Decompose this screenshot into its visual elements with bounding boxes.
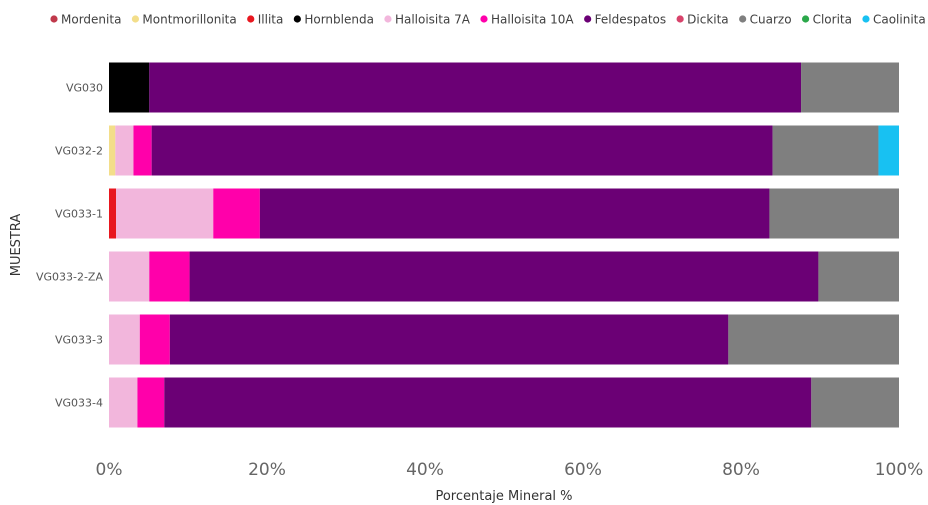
bar-segment-vg033-4-halloisita-7a[interactable] <box>109 377 138 428</box>
bar-segment-vg033-1-halloisita-10a[interactable] <box>213 188 260 239</box>
x-tick-label-100: 100% <box>875 460 924 480</box>
legend-marker-montmorillonita <box>131 15 140 23</box>
y-axis-title: MUESTRA <box>9 214 24 277</box>
bar-segment-vg033-2-za-cuarzo[interactable] <box>818 251 899 302</box>
legend-label-hornblenda: Hornblenda <box>304 13 374 27</box>
bar-row-vg033-3 <box>109 314 899 365</box>
legend-item-hornblenda[interactable]: Hornblenda <box>293 13 374 27</box>
bar-segment-vg033-2-za-feldespatos[interactable] <box>189 251 819 302</box>
legend-label-mordenita: Mordenita <box>61 13 121 27</box>
legend-item-mordenita[interactable]: Mordenita <box>50 13 121 27</box>
x-tick-label-60: 60% <box>564 460 602 480</box>
legend-item-halloisita-7a[interactable]: Halloisita 7A <box>384 13 471 27</box>
bar-row-vg033-2-za <box>109 251 899 302</box>
legend-marker-cuarzo <box>739 15 747 23</box>
bar-segment-vg033-1-feldespatos[interactable] <box>259 188 770 239</box>
legend-marker-halloisita-7a <box>384 15 392 23</box>
legend-label-feldespatos: Feldespatos <box>595 13 666 27</box>
y-axis-category-labels: VG030 VG032-2 VG033-1 VG033-2-ZA VG033-3 VG03… <box>36 82 104 410</box>
legend-item-illita[interactable]: Illita <box>247 13 283 27</box>
bar-segment-vg033-4-feldespatos[interactable] <box>164 377 812 428</box>
bar-row-vg030 <box>109 62 899 113</box>
legend-marker-mordenita <box>50 15 58 23</box>
legend-marker-hornblenda <box>293 15 301 23</box>
bar-row-vg033-4 <box>109 377 899 428</box>
legend: Mordenita Montmorillonita Illita Hornblenda… <box>50 13 926 27</box>
plot-area <box>109 62 899 428</box>
legend-label-dickita: Dickita <box>687 13 729 27</box>
legend-item-cuarzo[interactable]: Cuarzo <box>739 13 792 27</box>
legend-marker-feldespatos <box>584 15 592 23</box>
legend-label-caolinita: Caolinita <box>873 13 926 27</box>
x-axis-tick-labels: 0% 20% 40% 60% 80% 100% <box>96 460 924 480</box>
x-tick-label-80: 80% <box>722 460 760 480</box>
legend-item-dickita[interactable]: Dickita <box>676 13 729 27</box>
category-label-vg033-1: VG033-1 <box>55 208 103 221</box>
bar-segment-vg033-4-halloisita-10a[interactable] <box>137 377 165 428</box>
bar-segment-vg033-3-feldespatos[interactable] <box>169 314 729 365</box>
x-tick-label-20: 20% <box>248 460 286 480</box>
legend-label-montmorillonita: Montmorillonita <box>142 13 236 27</box>
bar-segment-vg032-2-montmorillonita[interactable] <box>109 125 116 176</box>
legend-marker-dickita <box>676 15 684 23</box>
bar-segment-vg030-cuarzo[interactable] <box>801 62 899 113</box>
legend-item-halloisita-10a[interactable]: Halloisita 10A <box>480 13 574 27</box>
category-label-vg033-3: VG033-3 <box>55 334 103 347</box>
bar-segment-vg033-1-cuarzo[interactable] <box>769 188 899 239</box>
bar-row-vg032-2 <box>109 125 899 176</box>
legend-item-montmorillonita[interactable]: Montmorillonita <box>131 13 237 27</box>
bar-segment-vg033-2-za-halloisita-10a[interactable] <box>149 251 190 302</box>
bar-row-vg033-1 <box>109 188 899 239</box>
category-label-vg032-2: VG032-2 <box>55 145 103 158</box>
bar-segment-vg030-feldespatos[interactable] <box>149 62 802 113</box>
legend-marker-clorita <box>801 15 810 23</box>
legend-marker-illita <box>247 15 255 23</box>
bar-segment-vg030-hornblenda[interactable] <box>109 62 150 113</box>
legend-item-caolinita[interactable]: Caolinita <box>862 13 926 27</box>
bar-segment-vg032-2-halloisita-7a[interactable] <box>115 125 134 176</box>
legend-label-cuarzo: Cuarzo <box>750 13 792 27</box>
bar-segment-vg032-2-caolinita[interactable] <box>878 125 899 176</box>
bar-segment-vg032-2-cuarzo[interactable] <box>772 125 879 176</box>
legend-label-clorita: Clorita <box>813 13 852 27</box>
x-tick-label-40: 40% <box>406 460 444 480</box>
bar-segment-vg033-3-halloisita-10a[interactable] <box>139 314 170 365</box>
legend-item-feldespatos[interactable]: Feldespatos <box>584 13 666 27</box>
legend-label-halloisita-10a: Halloisita 10A <box>491 13 574 27</box>
bar-segment-vg033-2-za-halloisita-7a[interactable] <box>109 251 150 302</box>
x-axis-title: Porcentaje Mineral % <box>435 489 572 504</box>
bar-segment-vg033-3-halloisita-7a[interactable] <box>109 314 140 365</box>
category-label-vg030: VG030 <box>66 82 103 95</box>
legend-label-illita: Illita <box>258 13 284 27</box>
category-label-vg033-2-za: VG033-2-ZA <box>36 271 104 284</box>
x-tick-label-0: 0% <box>96 460 123 480</box>
legend-marker-caolinita <box>862 15 870 23</box>
bar-segment-vg033-1-illita[interactable] <box>109 188 117 239</box>
bar-segment-vg033-4-cuarzo[interactable] <box>811 377 899 428</box>
bar-segment-vg032-2-halloisita-10a[interactable] <box>133 125 152 176</box>
legend-label-halloisita-7a: Halloisita 7A <box>395 13 471 27</box>
category-label-vg033-4: VG033-4 <box>55 397 103 410</box>
legend-marker-halloisita-10a <box>480 15 488 23</box>
bar-segment-vg033-3-cuarzo[interactable] <box>728 314 899 365</box>
legend-item-clorita[interactable]: Clorita <box>801 13 852 27</box>
bar-segment-vg033-1-halloisita-7a[interactable] <box>116 188 214 239</box>
bar-segment-vg032-2-feldespatos[interactable] <box>151 125 773 176</box>
